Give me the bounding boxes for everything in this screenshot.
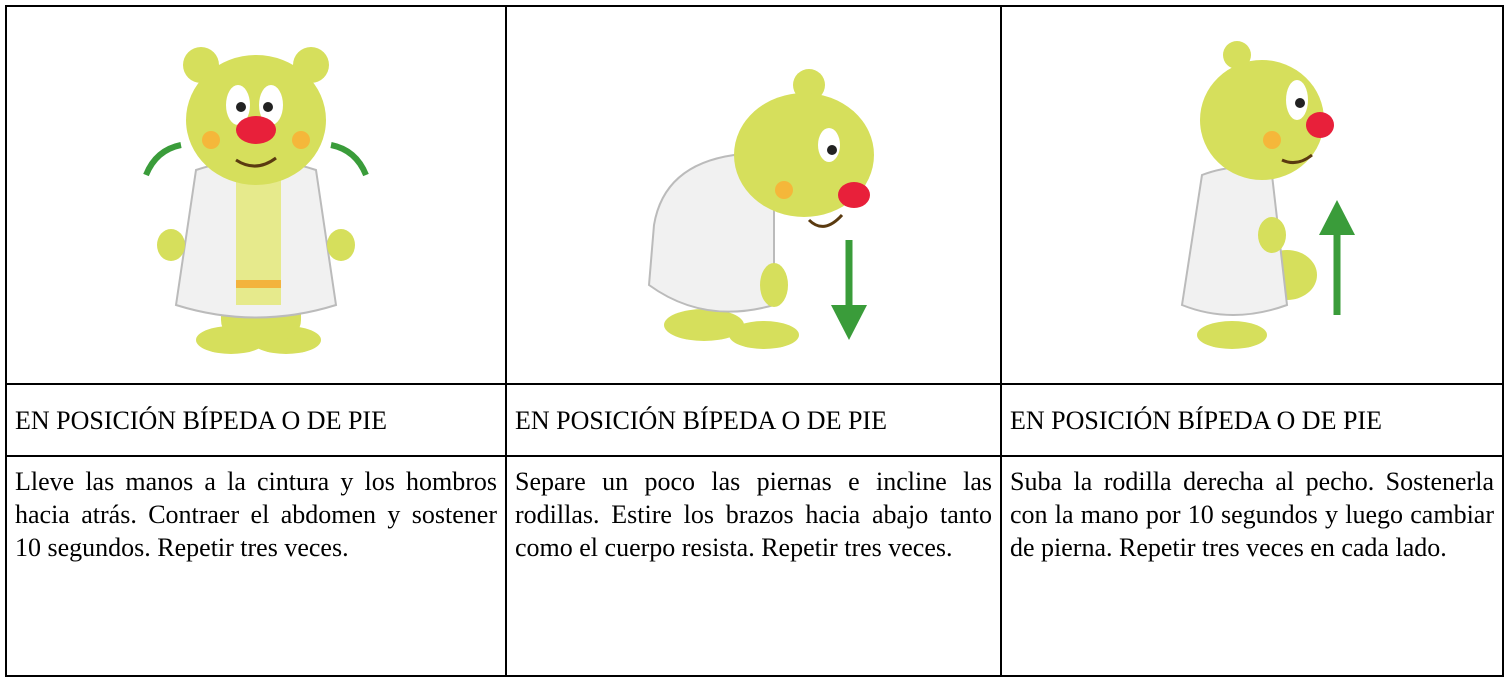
- bear-knee-illustration: [1180, 41, 1355, 349]
- image-cell: [505, 5, 1002, 385]
- cell-heading: EN POSICIÓN BÍPEDA O DE PIE: [505, 383, 1002, 457]
- cell-instruction: Lleve las manos a la cintura y los hombr…: [5, 455, 507, 677]
- heading-row: EN POSICIÓN BÍPEDA O DE PIE EN POSICIÓN …: [5, 383, 1504, 457]
- exercise-table: EN POSICIÓN BÍPEDA O DE PIE EN POSICIÓN …: [5, 5, 1504, 677]
- bear-standing-illustration: [143, 47, 369, 354]
- image-cell: [5, 5, 507, 385]
- instruction-row: Lleve las manos a la cintura y los hombr…: [5, 455, 1504, 677]
- cell-heading: EN POSICIÓN BÍPEDA O DE PIE: [1000, 383, 1504, 457]
- cell-instruction: Suba la rodilla derecha al pecho. Sosten…: [1000, 455, 1504, 677]
- cell-heading: EN POSICIÓN BÍPEDA O DE PIE: [5, 383, 507, 457]
- cell-instruction: Separe un poco las piernas e incline las…: [505, 455, 1002, 677]
- bear-bending-illustration: [647, 69, 874, 349]
- image-row: [5, 5, 1504, 385]
- image-cell: [1000, 5, 1504, 385]
- page: EN POSICIÓN BÍPEDA O DE PIE EN POSICIÓN …: [5, 5, 1504, 677]
